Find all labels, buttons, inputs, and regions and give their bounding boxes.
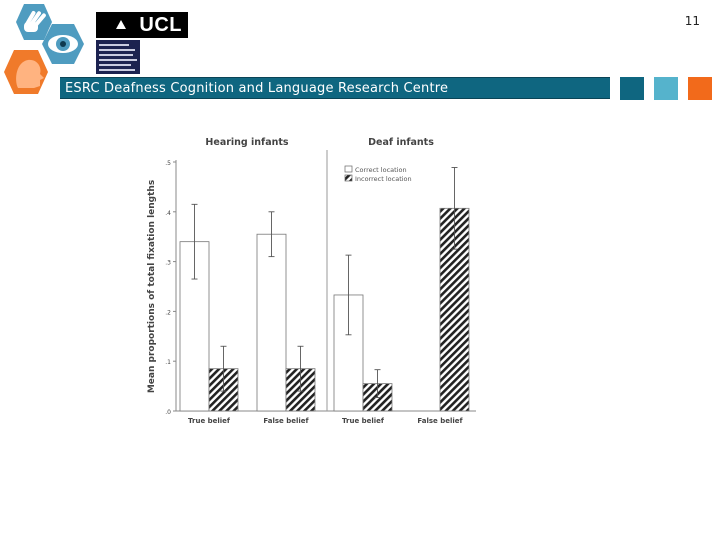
y-tick-label: .3 bbox=[165, 260, 171, 267]
decorative-square-orange bbox=[688, 77, 712, 100]
decorative-square-teal bbox=[620, 77, 644, 100]
x-category-label: True belief bbox=[188, 417, 231, 425]
ucl-logo-text: UCL bbox=[139, 14, 182, 36]
x-category-label: False belief bbox=[417, 417, 463, 425]
fixation-chart: .0 .1 .2 .3 .4 .5 Mean proportions of total fi… bbox=[147, 137, 476, 425]
x-category-label: False belief bbox=[263, 417, 309, 425]
legend-swatch bbox=[344, 174, 353, 182]
dcal-hexagon-logo bbox=[4, 4, 84, 94]
decorative-square-lightblue bbox=[654, 77, 678, 100]
head-silhouette bbox=[16, 59, 44, 88]
x-category-label: True belief bbox=[342, 417, 385, 425]
eye-pupil bbox=[60, 41, 66, 47]
y-tick-label: .2 bbox=[165, 309, 171, 316]
ucl-logo-triangle-icon bbox=[116, 20, 126, 29]
legend-swatch bbox=[344, 165, 353, 173]
ucl-logo: UCL bbox=[96, 12, 188, 38]
y-tick-label: .1 bbox=[165, 359, 171, 366]
banner-title: ESRC Deafness Cognition and Language Res… bbox=[60, 77, 610, 99]
y-tick-label: .4 bbox=[165, 210, 171, 217]
panel-title: Hearing infants bbox=[205, 137, 288, 148]
y-axis-label: Mean proportions of total fixation lengt… bbox=[147, 180, 157, 393]
page-number: 11 bbox=[684, 14, 700, 28]
deafness-logo-icon bbox=[96, 40, 140, 74]
panel-title: Deaf infants bbox=[368, 137, 434, 148]
bar bbox=[256, 233, 287, 412]
y-tick-label: .5 bbox=[165, 160, 171, 167]
legend-entry: Correct location bbox=[355, 166, 407, 174]
legend-entry: Incorrect location bbox=[355, 175, 412, 183]
y-tick-label: .0 bbox=[165, 409, 171, 416]
hands-icon-glyph bbox=[24, 10, 46, 32]
